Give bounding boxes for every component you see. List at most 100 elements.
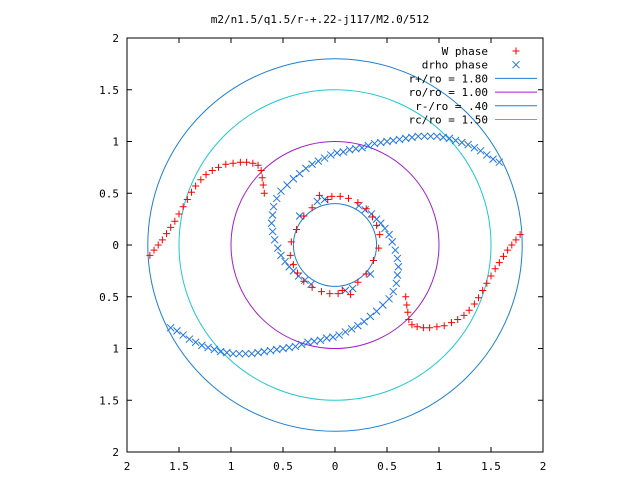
data-point: [355, 201, 363, 210]
data-point: [154, 241, 162, 249]
data-point: [376, 231, 384, 239]
data-point: [158, 236, 166, 244]
data-point: [460, 311, 468, 319]
legend-marker: [512, 60, 520, 69]
y-tick-label: 1.5: [99, 84, 119, 97]
data-point: [360, 317, 368, 326]
data-point: [324, 195, 332, 203]
data-point: [249, 159, 257, 167]
data-point: [258, 174, 266, 182]
data-point: [487, 272, 495, 280]
data-point: [175, 210, 183, 218]
x-tick-label: 0.5: [377, 460, 397, 473]
series-w-phase: [146, 158, 524, 332]
data-point: [393, 271, 402, 279]
data-point: [294, 269, 302, 277]
data-point: [302, 164, 310, 173]
data-point: [187, 188, 195, 196]
data-point: [293, 225, 301, 233]
data-point: [403, 301, 411, 309]
data-point: [204, 343, 212, 352]
data-point: [222, 160, 230, 168]
data-point: [315, 191, 323, 199]
data-point: [313, 197, 322, 206]
data-point: [465, 306, 473, 314]
data-point: [269, 202, 278, 211]
data-point: [247, 349, 256, 358]
data-point: [279, 344, 287, 353]
data-point: [433, 132, 441, 141]
data-point: [395, 135, 404, 144]
data-point: [197, 176, 205, 184]
data-point: [202, 171, 210, 179]
data-point: [308, 204, 316, 212]
data-point: [405, 316, 413, 324]
data-point: [420, 132, 429, 141]
data-point: [307, 280, 315, 289]
data-point: [504, 246, 512, 254]
data-point: [394, 262, 403, 271]
data-point: [479, 287, 487, 295]
data-point: [451, 136, 460, 145]
data-point: [516, 231, 524, 239]
data-point: [294, 272, 303, 280]
data-point: [475, 294, 483, 302]
data-point: [268, 227, 277, 236]
data-point: [339, 147, 348, 156]
data-point: [404, 308, 412, 316]
data-point: [215, 163, 223, 171]
data-point: [216, 347, 225, 356]
x-tick-label: 1: [436, 460, 443, 473]
data-point: [373, 221, 381, 229]
data-point: [383, 137, 391, 146]
data-point: [368, 213, 376, 221]
data-point: [482, 151, 491, 159]
data-point: [173, 327, 181, 335]
data-point: [167, 223, 175, 231]
data-point: [385, 230, 393, 239]
data-point: [310, 337, 319, 346]
data-point: [361, 205, 370, 214]
axis-ticks: 2 1.5 1 0.5 0 0.5 1 1.5 221.510.500.511.52: [99, 32, 546, 473]
data-point: [295, 169, 304, 178]
y-tick-label: 1: [112, 343, 119, 356]
data-point: [366, 312, 375, 321]
data-point: [375, 244, 383, 252]
data-point: [326, 151, 335, 159]
data-point: [266, 346, 275, 355]
data-point: [163, 230, 171, 238]
data-point: [254, 348, 262, 357]
x-tick-label: 0.5: [273, 460, 293, 473]
data-point: [317, 288, 325, 296]
data-point: [326, 290, 334, 298]
legend-label: r-/ro = .40: [415, 100, 488, 113]
x-tick-label: 1.5: [169, 460, 189, 473]
y-tick-label: 1: [112, 136, 119, 149]
data-point: [495, 158, 504, 167]
data-point: [391, 246, 400, 255]
data-point: [381, 224, 389, 233]
data-point: [351, 144, 360, 153]
data-point: [385, 294, 393, 303]
data-point: [445, 134, 454, 143]
data-point: [372, 307, 381, 316]
data-point: [470, 300, 478, 308]
data-point: [458, 138, 466, 147]
data-point: [236, 158, 244, 166]
data-point: [454, 316, 462, 324]
data-point: [283, 181, 292, 189]
x-tick-label: 1.5: [481, 460, 501, 473]
data-point: [295, 212, 304, 220]
data-point: [192, 182, 200, 190]
data-point: [328, 192, 336, 200]
data-point: [287, 238, 295, 246]
data-point: [347, 291, 355, 299]
data-point: [171, 217, 179, 225]
data-point: [426, 132, 435, 141]
data-point: [286, 251, 294, 259]
data-point: [338, 287, 346, 295]
data-point: [358, 143, 366, 152]
data-point: [369, 257, 377, 265]
series-drho-phase: [166, 132, 504, 358]
